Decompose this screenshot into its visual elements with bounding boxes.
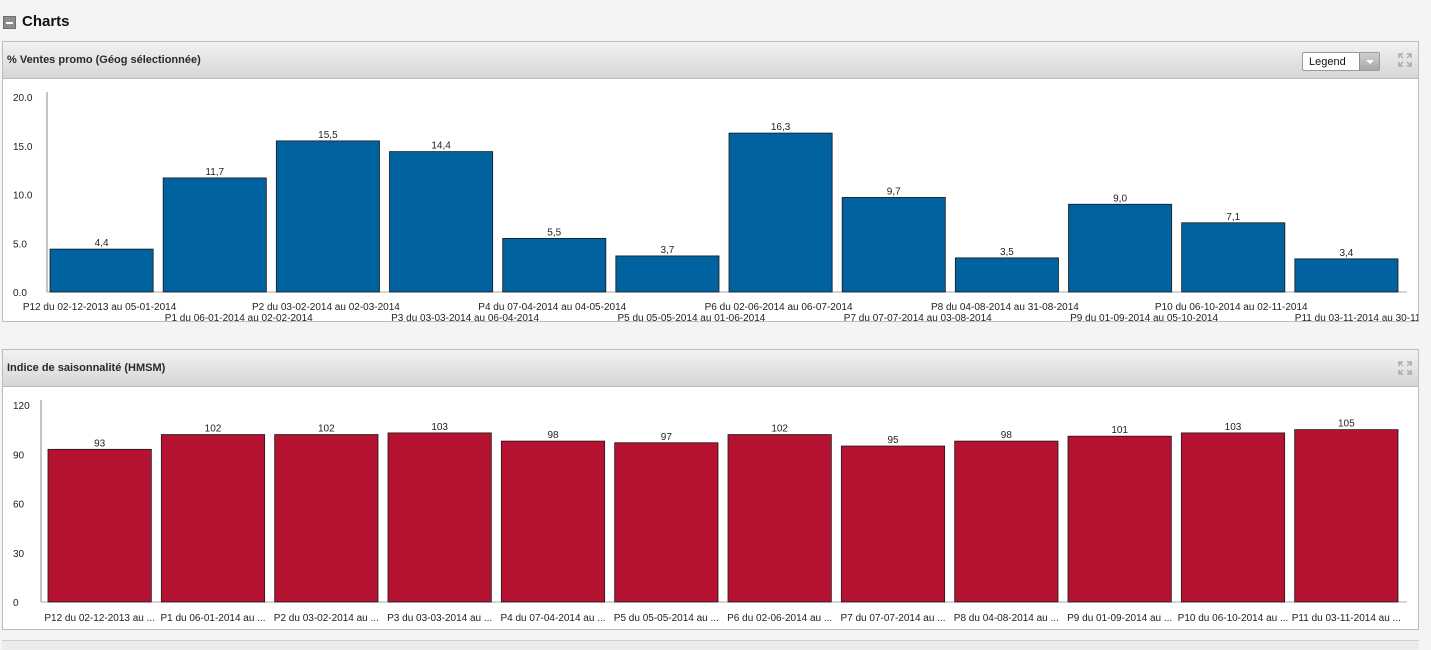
bar-chart-ventes-promo: 0.0 5.0 10.0 15.0 20.0 4,4 P12 du 02-12-2013 a… <box>13 92 1431 324</box>
x-tick-label: P4 du 07-04-2014 au 04-05-2014 <box>478 302 626 313</box>
bar-value-label: 95 <box>887 435 899 446</box>
x-tick-label: P1 du 06-01-2014 au 02-02-2014 <box>165 313 313 322</box>
bar-value-label: 101 <box>1111 425 1128 436</box>
y-tick-label: 30 <box>13 549 25 560</box>
chart-panel-ventes-promo: % Ventes promo (Géog sélectionnée) Legen… <box>2 41 1431 324</box>
x-tick-label: P5 du 05-05-2014 au 01-06-2014 <box>617 313 765 322</box>
bar <box>1180 432 1286 603</box>
x-tick-label: P9 du 01-09-2014 au ... <box>1067 613 1172 624</box>
bar <box>389 151 494 293</box>
panel-header: Indice de saisonnalité (HMSM) <box>3 350 1418 387</box>
bar <box>1067 435 1172 603</box>
bar <box>1181 222 1286 293</box>
bar-chart-indice-saisonnalite: 0 30 60 90 120 93 P12 du 02-12-2013 au ... 102 P… <box>13 400 1407 624</box>
x-tick-label: P12 du 02-12-2013 au 05-01-2014 <box>23 302 177 313</box>
x-tick-label: P3 du 03-03-2014 au 06-04-2014 <box>391 313 539 322</box>
bar <box>275 140 380 293</box>
bar <box>502 237 607 293</box>
bar-value-label: 9,7 <box>887 186 901 197</box>
bar-value-label: 103 <box>431 422 448 433</box>
expand-icon[interactable] <box>1398 361 1412 375</box>
bar <box>274 434 379 603</box>
x-tick-label: P9 du 01-09-2014 au 05-10-2014 <box>1070 313 1218 322</box>
x-tick-label: P2 du 03-02-2014 au ... <box>274 613 379 624</box>
bar <box>1294 429 1399 603</box>
bar-value-label: 4,4 <box>95 238 109 249</box>
bar <box>954 257 1059 293</box>
collapse-icon[interactable] <box>3 16 16 29</box>
section-title: Charts <box>22 13 70 30</box>
x-tick-label: P3 du 03-03-2014 au ... <box>387 613 492 624</box>
bar-value-label: 9,0 <box>1113 193 1127 204</box>
x-tick-label: P5 du 05-05-2014 au ... <box>614 613 719 624</box>
bar-value-label: 102 <box>318 424 335 435</box>
bar <box>1068 203 1173 293</box>
x-tick-label: P6 du 02-06-2014 au ... <box>727 613 832 624</box>
x-tick-label: P6 du 02-06-2014 au 06-07-2014 <box>705 302 853 313</box>
x-tick-label: P8 du 04-08-2014 au 31-08-2014 <box>931 302 1079 313</box>
bar-value-label: 102 <box>205 424 222 435</box>
chart-panel-indice-saisonnalite: Indice de saisonnalité (HMSM) 0 30 60 90 120… <box>2 349 1419 630</box>
x-tick-label: P4 du 07-04-2014 au ... <box>500 613 605 624</box>
x-tick-label: P7 du 07-07-2014 au 03-08-2014 <box>844 313 992 322</box>
x-tick-label: P10 du 06-10-2014 au 02-11-2014 <box>1155 302 1308 313</box>
bar <box>728 132 833 293</box>
y-tick-label: 120 <box>13 401 30 412</box>
y-tick-label: 20.0 <box>13 93 33 104</box>
bar-value-label: 5,5 <box>547 227 561 238</box>
bar-value-label: 14,4 <box>431 141 451 152</box>
bar <box>841 197 946 293</box>
x-tick-label: P10 du 06-10-2014 au ... <box>1178 613 1289 624</box>
bar-value-label: 105 <box>1338 419 1355 430</box>
y-tick-label: 5.0 <box>13 239 27 250</box>
x-tick-label: P11 du 03-11-2014 au 30-11-2014 <box>1295 313 1418 322</box>
bar-value-label: 15,5 <box>318 130 338 141</box>
y-tick-label: 0 <box>13 598 19 609</box>
bar <box>727 434 832 603</box>
bar <box>162 177 267 293</box>
y-tick-label: 10.0 <box>13 191 33 202</box>
bar-value-label: 98 <box>1001 430 1013 441</box>
bar-value-label: 93 <box>94 438 106 449</box>
bar <box>1294 258 1399 293</box>
bar <box>954 440 1059 603</box>
bar-value-label: 98 <box>547 430 559 441</box>
legend-dropdown[interactable]: Legend <box>1302 52 1380 71</box>
bar-value-label: 16,3 <box>771 122 791 133</box>
y-tick-label: 90 <box>13 450 25 461</box>
legend-dropdown-label: Legend <box>1309 56 1346 68</box>
panel-title: % Ventes promo (Géog sélectionnée) <box>7 54 201 66</box>
bar-value-label: 11,7 <box>205 167 224 178</box>
panel-header: % Ventes promo (Géog sélectionnée) Legen… <box>3 42 1418 79</box>
x-tick-label: P2 du 03-02-2014 au 02-03-2014 <box>252 302 400 313</box>
x-tick-label: P1 du 06-01-2014 au ... <box>160 613 265 624</box>
bar <box>47 448 152 603</box>
expand-icon[interactable] <box>1398 53 1412 67</box>
bar-value-label: 7,1 <box>1226 212 1240 223</box>
next-panel-edge <box>2 640 1419 650</box>
bar <box>160 434 266 603</box>
bar <box>840 445 946 603</box>
y-tick-label: 0.0 <box>13 288 27 299</box>
bar <box>615 255 720 293</box>
bar <box>387 432 492 603</box>
bar-value-label: 103 <box>1225 422 1242 433</box>
bar-value-label: 3,4 <box>1339 248 1353 259</box>
bar-value-label: 102 <box>771 424 788 435</box>
bar <box>49 248 154 293</box>
panel-title: Indice de saisonnalité (HMSM) <box>7 362 166 374</box>
charts-section-header: Charts <box>0 8 1431 38</box>
chevron-down-icon[interactable] <box>1359 53 1379 70</box>
x-tick-label: P11 du 03-11-2014 au ... <box>1292 613 1401 624</box>
x-tick-label: P8 du 04-08-2014 au ... <box>954 613 1059 624</box>
bar-value-label: 3,7 <box>660 245 674 256</box>
x-tick-label: P7 du 07-07-2014 au ... <box>840 613 945 624</box>
bar-value-label: 3,5 <box>1000 247 1014 258</box>
y-tick-label: 15.0 <box>13 142 33 153</box>
y-tick-label: 60 <box>13 500 25 511</box>
bar <box>614 442 719 603</box>
x-tick-label: P12 du 02-12-2013 au ... <box>44 613 155 624</box>
bar <box>500 440 606 603</box>
bar-value-label: 97 <box>661 432 673 443</box>
